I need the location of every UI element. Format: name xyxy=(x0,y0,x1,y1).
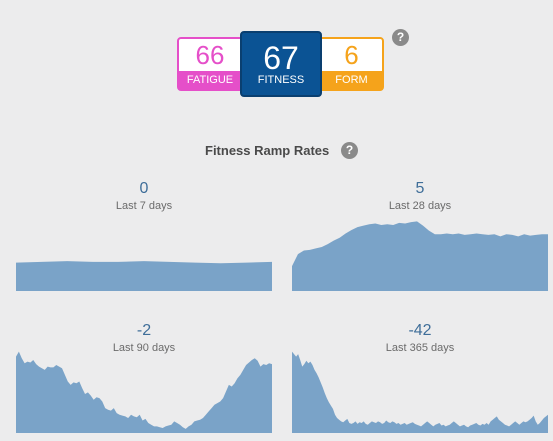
ramp-rate-value: 0 xyxy=(139,180,149,197)
ramp-card-7-days: 0 Last 7 days xyxy=(16,178,272,291)
ramp-area xyxy=(292,221,548,291)
ramp-rate-period: Last 7 days xyxy=(115,200,173,212)
fitness-metric[interactable]: 67 FITNESS xyxy=(240,31,322,97)
ramp-sparkline-chart xyxy=(16,261,272,291)
fatigue-value: 66 xyxy=(195,40,225,70)
fatigue-label: FATIGUE xyxy=(179,71,241,89)
ramp-rate-period: Last 28 days xyxy=(388,200,452,212)
ramp-area xyxy=(16,261,272,291)
form-label: FORM xyxy=(321,71,382,89)
ramp-sparkline-chart xyxy=(16,351,272,433)
form-value: 6 xyxy=(344,40,359,70)
ramp-card-90-days: -2 Last 90 days xyxy=(16,320,272,433)
ramp-sparkline-chart xyxy=(292,351,548,433)
question-mark-icon[interactable]: ? xyxy=(392,29,409,46)
fitness-label: FITNESS xyxy=(257,74,305,86)
ramp-rate-period: Last 90 days xyxy=(112,342,176,354)
metrics-summary: 66 FATIGUE 67 FITNESS 6 FORM ? xyxy=(0,0,553,120)
ramp-card-28-days: 5 Last 28 days xyxy=(292,178,548,291)
ramp-rate-value: -2 xyxy=(136,322,152,339)
form-metric[interactable]: 6 FORM xyxy=(319,37,384,91)
ramp-sparkline-chart xyxy=(292,221,548,291)
ramp-rate-period: Last 365 days xyxy=(385,342,455,354)
question-mark-icon[interactable]: ? xyxy=(341,142,358,159)
fatigue-metric[interactable]: 66 FATIGUE xyxy=(177,37,243,91)
ramp-card-365-days: -42 Last 365 days xyxy=(292,320,548,433)
ramp-area xyxy=(292,351,548,433)
fitness-value: 67 xyxy=(263,40,299,76)
ramp-rate-value: -42 xyxy=(408,322,432,339)
ramp-rate-value: 5 xyxy=(415,180,425,197)
ramp-area xyxy=(16,351,272,433)
ramp-rates-title: Fitness Ramp Rates xyxy=(205,143,330,158)
